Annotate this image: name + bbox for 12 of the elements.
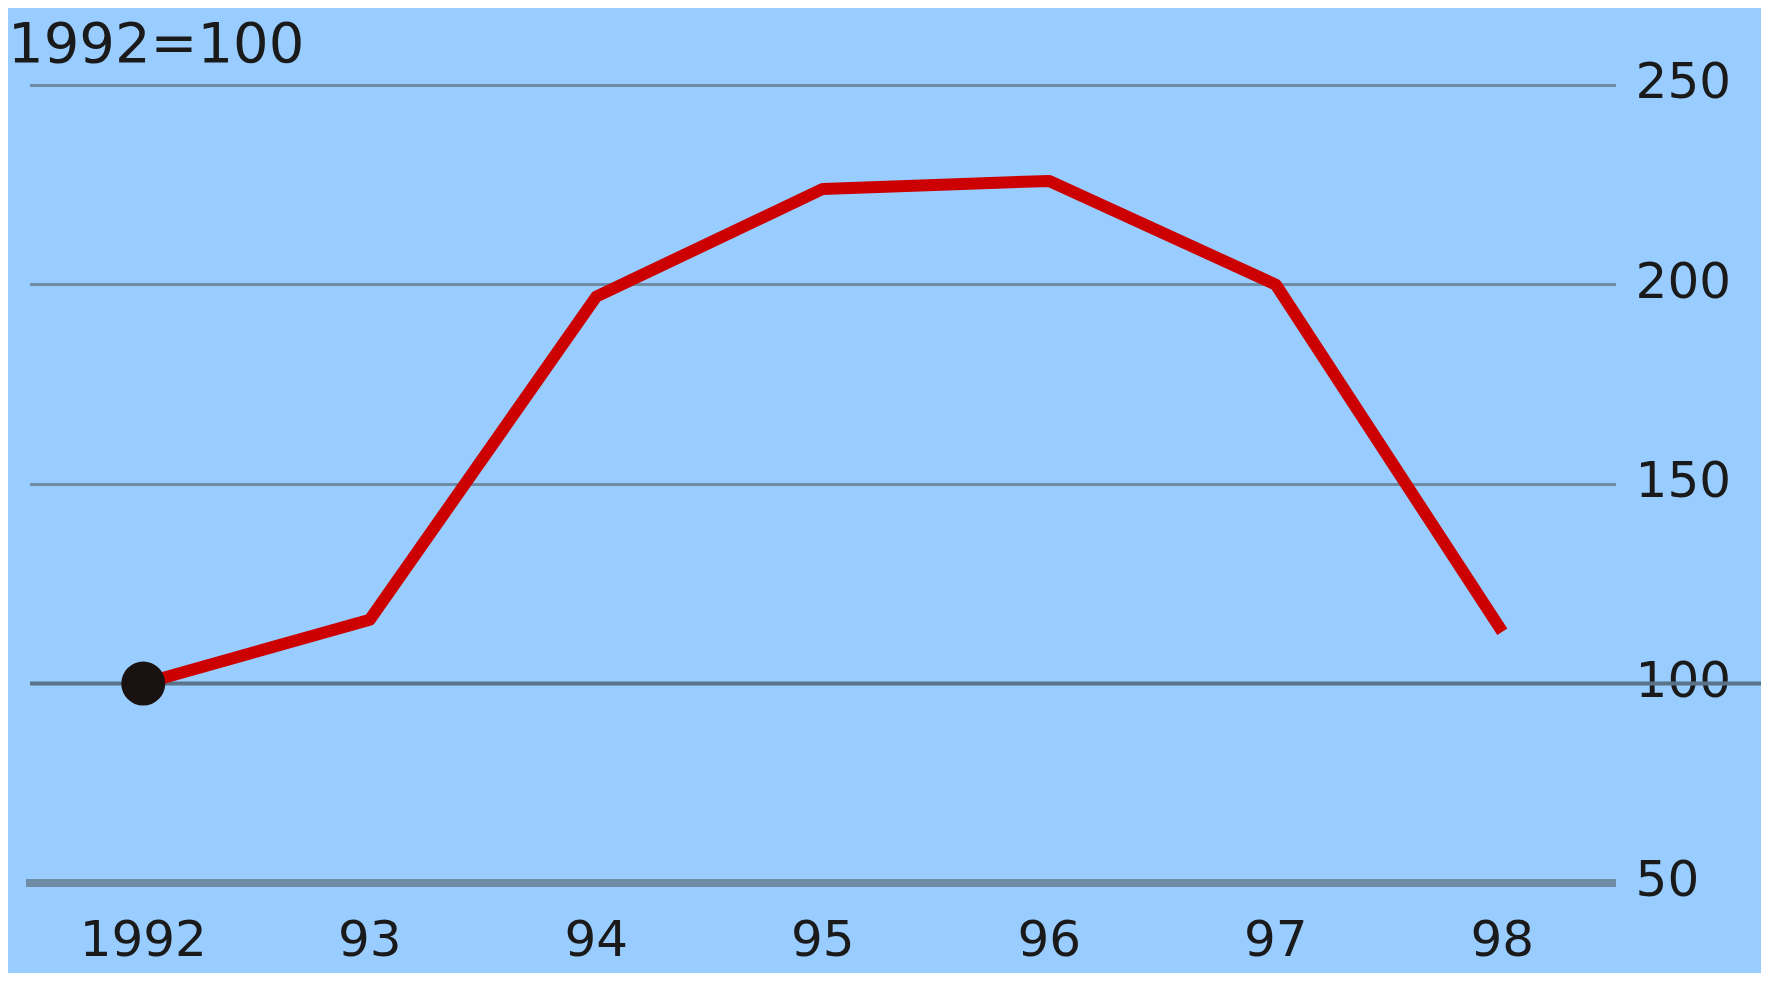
- x-tick-label: 93: [337, 909, 402, 968]
- y-tick-label: 150: [1635, 451, 1731, 510]
- x-tick-label: 1992: [79, 909, 207, 968]
- y-tick-label: 50: [1635, 849, 1700, 908]
- x-tick-label: 97: [1243, 909, 1308, 968]
- x-tick-label: 95: [790, 909, 855, 968]
- x-tick-label: 94: [564, 909, 629, 968]
- y-tick-label: 250: [1635, 52, 1731, 111]
- chart-subtitle: 1992=100: [8, 10, 305, 76]
- x-tick-label: 96: [1017, 909, 1082, 968]
- y-tick-label: 200: [1635, 251, 1731, 310]
- x-tick-label: 98: [1470, 909, 1535, 968]
